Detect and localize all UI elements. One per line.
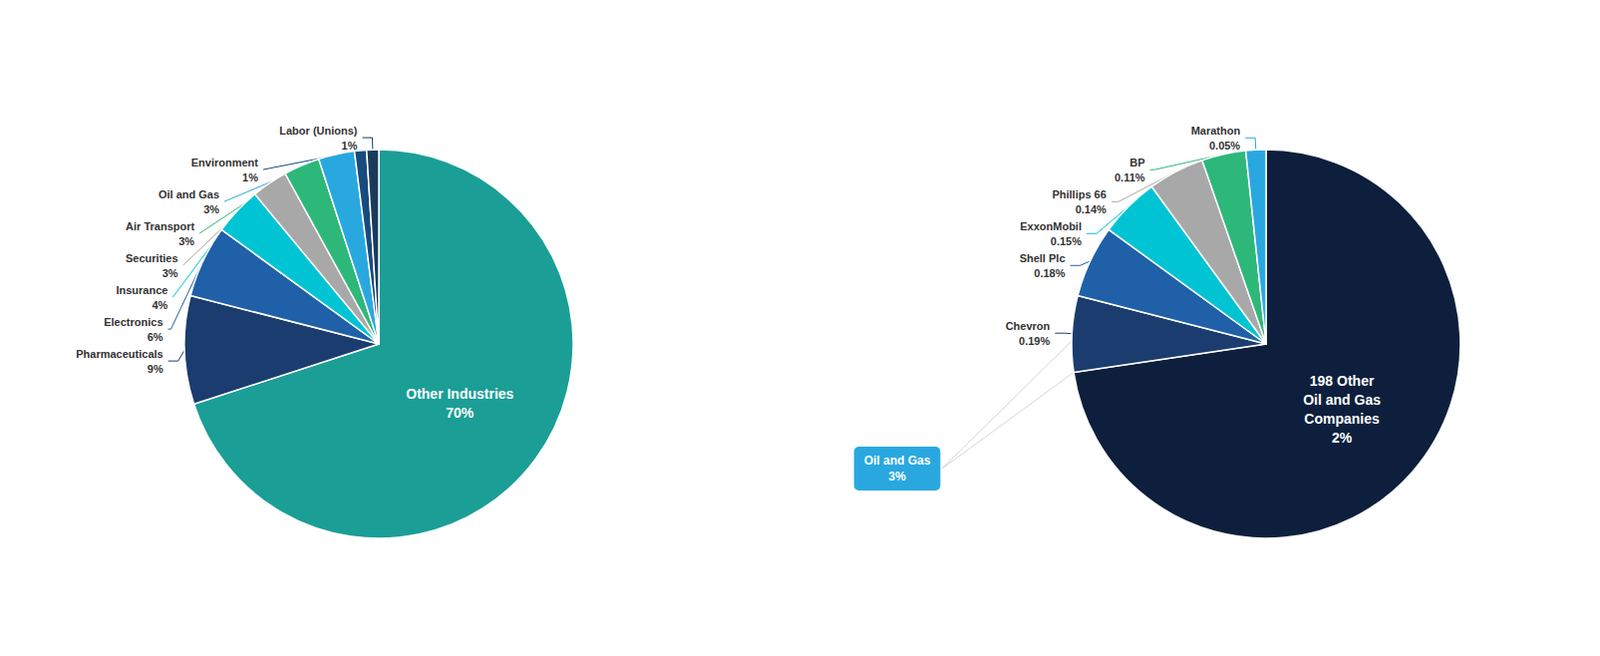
svg-text:Oil and Gas: Oil and Gas — [864, 453, 932, 468]
svg-text:Electronics: Electronics — [103, 316, 163, 328]
svg-text:70%: 70% — [445, 404, 475, 421]
svg-text:ExxonMobil: ExxonMobil — [1019, 220, 1082, 233]
svg-text:9%: 9% — [147, 362, 164, 375]
svg-text:4%: 4% — [151, 299, 168, 312]
svg-text:Labor (Unions): Labor (Unions) — [279, 124, 358, 137]
svg-text:3%: 3% — [162, 267, 179, 280]
svg-text:0.18%: 0.18% — [1033, 267, 1065, 280]
svg-text:Companies: Companies — [1303, 410, 1380, 427]
svg-text:Chevron: Chevron — [1005, 320, 1051, 332]
svg-text:Environment: Environment — [191, 156, 260, 169]
svg-text:3%: 3% — [178, 235, 195, 248]
svg-text:Securities: Securities — [125, 252, 179, 265]
svg-text:198 Other: 198 Other — [1309, 372, 1375, 389]
svg-text:3%: 3% — [203, 203, 220, 216]
svg-text:3%: 3% — [888, 469, 907, 484]
svg-text:0.15%: 0.15% — [1050, 235, 1082, 248]
svg-text:6%: 6% — [147, 330, 164, 343]
svg-text:Air Transport: Air Transport — [125, 220, 195, 233]
svg-text:Oil and Gas: Oil and Gas — [158, 188, 220, 201]
svg-text:1%: 1% — [242, 171, 259, 184]
svg-text:Shell Plc: Shell Plc — [1019, 252, 1066, 265]
svg-text:0.05%: 0.05% — [1209, 139, 1241, 152]
svg-text:Marathon: Marathon — [1191, 124, 1242, 137]
svg-text:BP: BP — [1129, 156, 1145, 169]
svg-text:Phillips 66: Phillips 66 — [1051, 188, 1106, 201]
svg-text:0.11%: 0.11% — [1114, 171, 1146, 184]
svg-text:0.14%: 0.14% — [1075, 203, 1107, 216]
svg-text:2%: 2% — [1331, 429, 1353, 446]
svg-text:Insurance: Insurance — [115, 284, 168, 297]
svg-text:Other Industries: Other Industries — [405, 385, 514, 402]
svg-text:1%: 1% — [341, 139, 358, 152]
svg-text:Pharmaceuticals: Pharmaceuticals — [75, 347, 163, 360]
svg-text:0.19%: 0.19% — [1018, 334, 1050, 347]
svg-text:Oil and Gas: Oil and Gas — [1302, 391, 1381, 408]
